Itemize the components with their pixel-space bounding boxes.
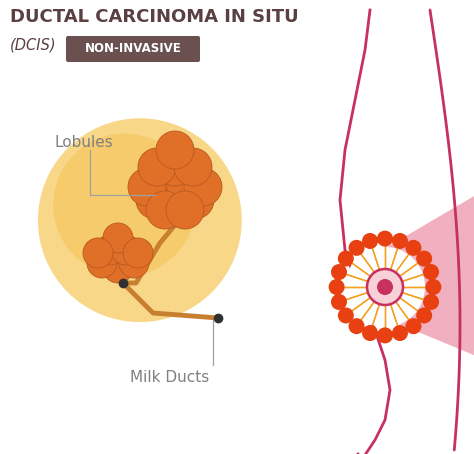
Circle shape: [156, 148, 194, 186]
Circle shape: [138, 148, 176, 186]
Circle shape: [416, 307, 432, 323]
Text: DUCTAL CARCINOMA IN SITU: DUCTAL CARCINOMA IN SITU: [10, 8, 299, 26]
Text: Lobules: Lobules: [55, 135, 114, 150]
Circle shape: [328, 279, 345, 295]
Circle shape: [416, 251, 432, 266]
Circle shape: [348, 240, 365, 256]
Circle shape: [176, 181, 214, 219]
Circle shape: [392, 233, 408, 249]
Circle shape: [338, 251, 354, 266]
Circle shape: [53, 133, 196, 276]
Circle shape: [103, 223, 133, 253]
Circle shape: [331, 294, 347, 310]
Circle shape: [123, 238, 153, 268]
Circle shape: [405, 318, 421, 334]
Circle shape: [405, 240, 421, 256]
Circle shape: [184, 168, 222, 206]
Circle shape: [331, 264, 347, 280]
Circle shape: [338, 307, 354, 323]
Circle shape: [392, 325, 408, 341]
Circle shape: [377, 327, 393, 343]
Circle shape: [377, 279, 393, 295]
Circle shape: [128, 168, 166, 206]
Circle shape: [83, 238, 113, 268]
Circle shape: [423, 294, 439, 310]
Circle shape: [38, 118, 242, 322]
Circle shape: [156, 186, 194, 224]
Circle shape: [146, 164, 184, 202]
Circle shape: [367, 269, 403, 305]
Circle shape: [166, 191, 204, 229]
Text: Milk Ducts: Milk Ducts: [130, 370, 209, 385]
Polygon shape: [365, 175, 474, 370]
Circle shape: [345, 247, 425, 327]
Circle shape: [377, 231, 393, 247]
Circle shape: [103, 253, 133, 283]
FancyBboxPatch shape: [66, 36, 200, 62]
Circle shape: [423, 264, 439, 280]
Circle shape: [156, 131, 194, 169]
Circle shape: [362, 233, 378, 249]
Circle shape: [111, 235, 141, 265]
Circle shape: [348, 318, 365, 334]
Text: (DCIS): (DCIS): [10, 38, 56, 53]
Circle shape: [425, 279, 441, 295]
Circle shape: [166, 164, 204, 202]
Text: NON-INVASIVE: NON-INVASIVE: [85, 43, 182, 55]
Circle shape: [95, 235, 125, 265]
Circle shape: [362, 325, 378, 341]
Circle shape: [87, 248, 117, 278]
Circle shape: [119, 248, 149, 278]
Circle shape: [146, 191, 184, 229]
Circle shape: [174, 148, 212, 186]
Circle shape: [136, 181, 174, 219]
